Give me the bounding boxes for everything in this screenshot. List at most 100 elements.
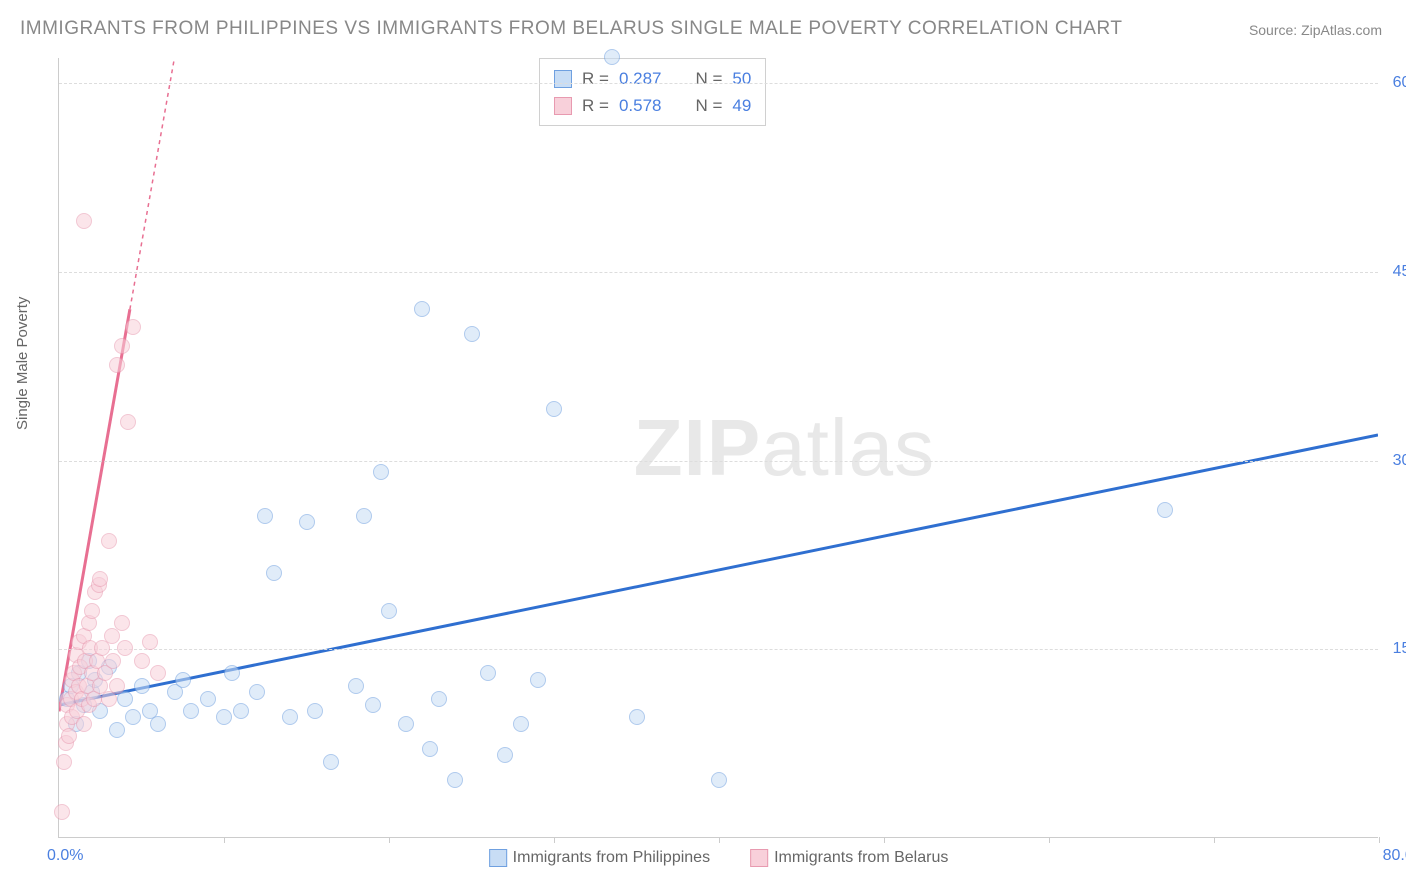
x-tick [719,837,720,843]
source-attribution: Source: ZipAtlas.com [1249,22,1382,38]
legend-series-label: Immigrants from Belarus [774,849,948,866]
data-point [76,716,92,732]
y-tick-label: 60.0% [1393,74,1406,92]
data-point [224,665,240,681]
data-point [109,722,125,738]
legend-n-value: 49 [732,92,751,119]
legend-n-value: 50 [732,65,751,92]
x-tick [1214,837,1215,843]
data-point [480,665,496,681]
x-tick [884,837,885,843]
data-point [356,508,372,524]
x-tick [389,837,390,843]
x-tick [1049,837,1050,843]
data-point [266,565,282,581]
x-origin-label: 0.0% [47,847,83,865]
y-tick-label: 30.0% [1393,452,1406,470]
watermark-atlas: atlas [761,403,935,492]
x-tick [1379,837,1380,843]
data-point [1157,502,1173,518]
chart-title: IMMIGRANTS FROM PHILIPPINES VS IMMIGRANT… [20,18,1122,40]
y-axis-label: Single Male Poverty [14,297,31,430]
data-point [546,401,562,417]
legend-swatch [750,849,768,867]
data-point [422,741,438,757]
data-point [216,709,232,725]
data-point [530,672,546,688]
data-point [84,603,100,619]
x-max-label: 80.0% [1383,847,1406,865]
data-point [373,464,389,480]
data-point [282,709,298,725]
legend-r-value: 0.287 [619,65,662,92]
data-point [323,754,339,770]
legend-r-value: 0.578 [619,92,662,119]
watermark-zip: ZIP [634,403,761,492]
data-point [54,804,70,820]
data-point [109,678,125,694]
legend-row: R = 0.578 N = 49 [554,92,751,119]
data-point [175,672,191,688]
data-point [114,615,130,631]
legend-n-label: N = [695,65,722,92]
legend-row: R = 0.287 N = 50 [554,65,751,92]
legend-item: Immigrants from Belarus [750,849,948,867]
chart-plot-area: ZIPatlas R =0.287N =50R =0.578N =49 0.0%… [58,58,1378,838]
legend-r-label: R = [582,65,609,92]
data-point [711,772,727,788]
data-point [183,703,199,719]
data-point [56,754,72,770]
data-point [233,703,249,719]
data-point [299,514,315,530]
x-tick [554,837,555,843]
data-point [105,653,121,669]
data-point [134,653,150,669]
data-point [117,640,133,656]
data-point [365,697,381,713]
data-point [348,678,364,694]
legend-swatch [489,849,507,867]
data-point [114,338,130,354]
gridline [59,272,1378,273]
gridline [59,83,1378,84]
data-point [142,634,158,650]
legend-swatch [554,70,572,88]
data-point [125,319,141,335]
legend-series-label: Immigrants from Philippines [513,849,710,866]
data-point [249,684,265,700]
series-legend: Immigrants from Philippines Immigrants fr… [489,849,949,867]
data-point [497,747,513,763]
data-point [431,691,447,707]
data-point [92,571,108,587]
y-tick-label: 15.0% [1393,640,1406,658]
data-point [109,357,125,373]
trend-lines-svg [59,58,1378,837]
legend-n-label: N = [695,92,722,119]
data-point [307,703,323,719]
data-point [604,49,620,65]
data-point [150,665,166,681]
data-point [76,213,92,229]
data-point [629,709,645,725]
data-point [125,709,141,725]
correlation-legend: R = 0.287 N = 50 R = 0.578 N = 49 [539,58,766,126]
data-point [464,326,480,342]
gridline [59,649,1378,650]
data-point [150,716,166,732]
y-tick-label: 45.0% [1393,263,1406,281]
x-tick [224,837,225,843]
watermark: ZIPatlas [634,402,935,494]
data-point [200,691,216,707]
gridline [59,461,1378,462]
data-point [513,716,529,732]
legend-item: Immigrants from Philippines [489,849,710,867]
legend-r-label: R = [582,92,609,119]
data-point [447,772,463,788]
data-point [61,728,77,744]
data-point [101,533,117,549]
data-point [381,603,397,619]
legend-swatch [554,97,572,115]
data-point [134,678,150,694]
data-point [414,301,430,317]
data-point [257,508,273,524]
